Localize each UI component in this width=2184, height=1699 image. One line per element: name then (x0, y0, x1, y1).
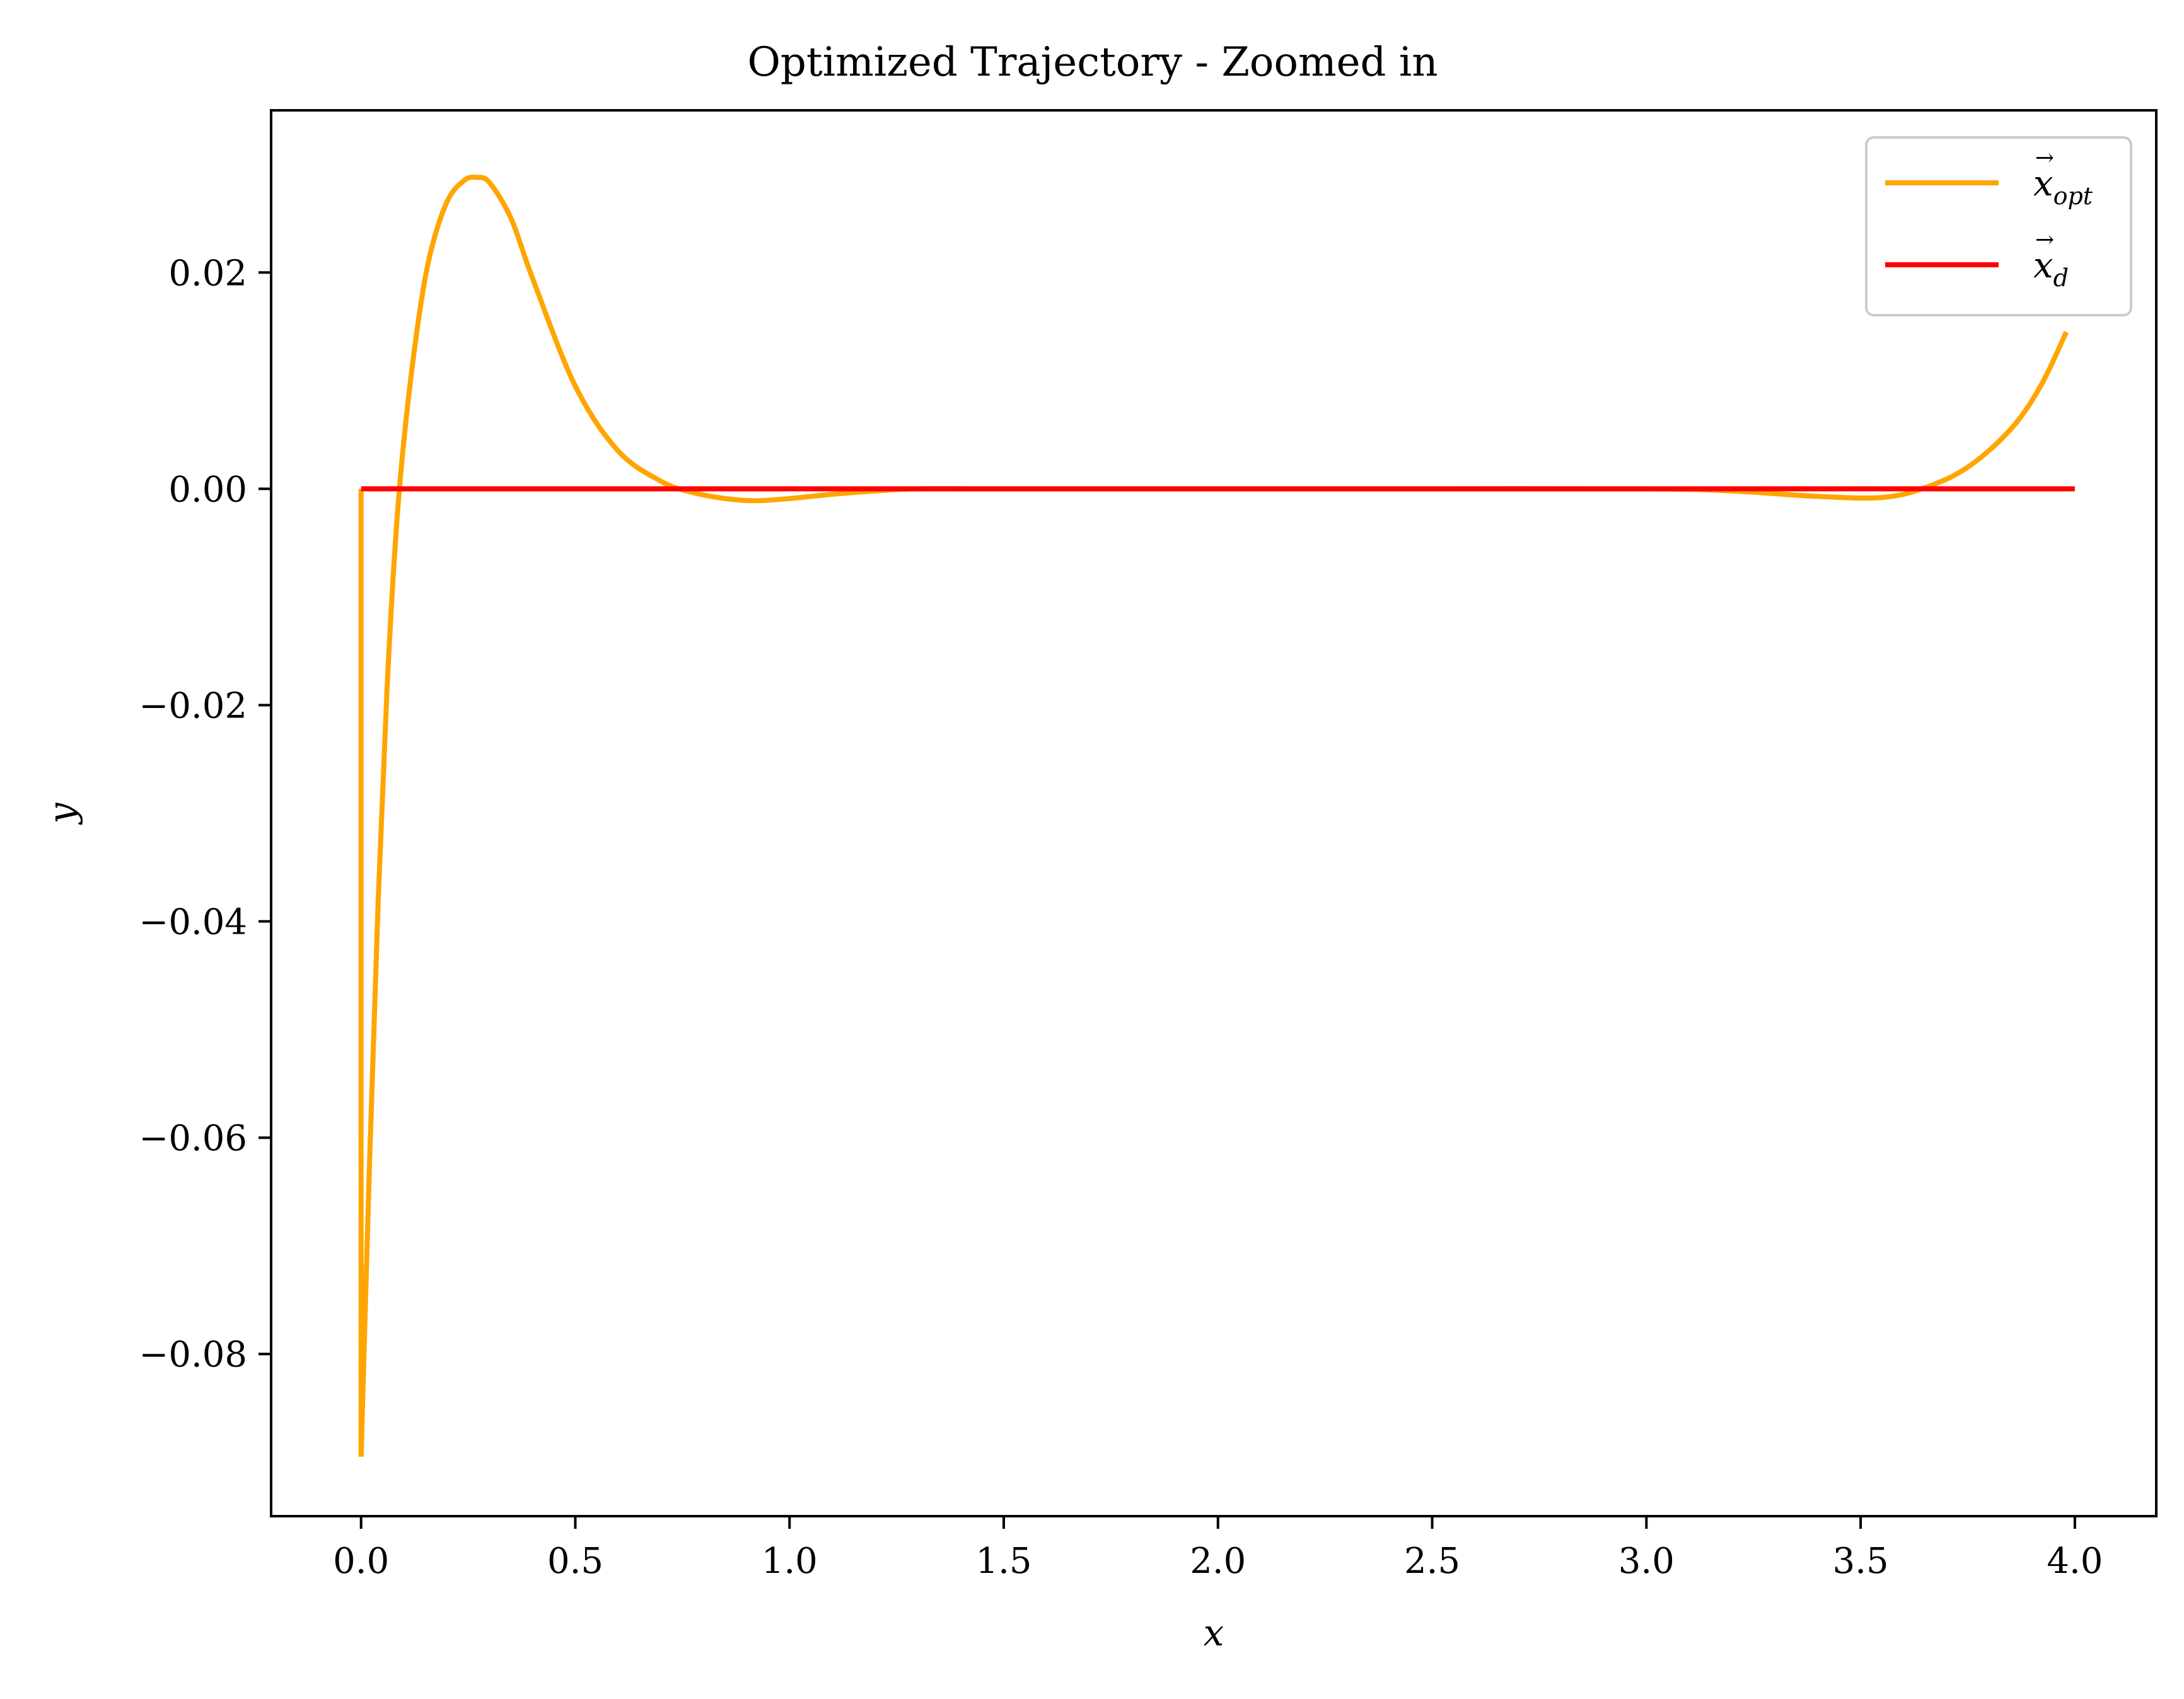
x-tick-label: 1.0 (762, 1541, 818, 1582)
y-tick-label: −0.08 (139, 1335, 247, 1376)
legend-series-name-x-opt: x (2033, 163, 2053, 204)
vector-arrow-icon-x-d: → (2035, 227, 2054, 253)
x-tick-label: 0.0 (333, 1541, 389, 1582)
x-tick-label: 3.0 (1618, 1541, 1675, 1582)
x-tick-label: 4.0 (2047, 1541, 2103, 1582)
series-line-x-opt (358, 174, 2069, 1457)
plot-area (358, 174, 2075, 1457)
vector-arrow-icon-x-opt: → (2035, 145, 2054, 171)
x-axis-label: x (1204, 1611, 1224, 1654)
y-tick-label: 0.00 (168, 469, 247, 510)
legend-label-x-d: xd (2033, 245, 2069, 292)
y-axis-label: y (40, 802, 83, 825)
x-axis: 0.0 0.5 1.0 1.5 2.0 2.5 3.0 3.5 4.0 (333, 1516, 2103, 1582)
chart-title: Optimized Trajectory - Zoomed in (747, 39, 1438, 86)
y-tick-label: −0.06 (139, 1118, 247, 1159)
x-tick-label: 1.5 (975, 1541, 1031, 1582)
legend-box (1865, 136, 2132, 316)
x-tick-label: 3.5 (1833, 1541, 1889, 1582)
y-tick-label: −0.02 (139, 685, 247, 726)
y-tick-label: 0.02 (168, 253, 247, 294)
legend-series-name-x-d: x (2033, 245, 2053, 286)
y-axis: −0.08 −0.06 −0.04 −0.02 0.00 0.02 (139, 253, 271, 1376)
y-tick-label: −0.04 (139, 902, 247, 943)
x-tick-label: 0.5 (547, 1541, 603, 1582)
x-tick-label: 2.0 (1190, 1541, 1246, 1582)
x-tick-label: 2.5 (1404, 1541, 1460, 1582)
legend-series-subscript-x-opt: opt (2053, 182, 2093, 210)
legend: xopt → xd → (1865, 136, 2132, 316)
legend-label-x-opt: xopt (2033, 163, 2093, 210)
legend-series-subscript-x-d: d (2053, 264, 2069, 292)
axes-frame (270, 109, 2158, 1517)
